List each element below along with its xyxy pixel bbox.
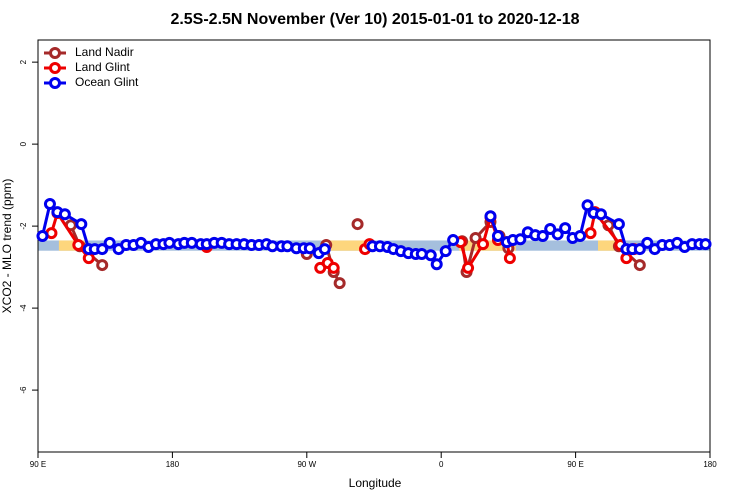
x-axis-label: Longitude: [349, 476, 402, 490]
data-point: [594, 208, 607, 221]
data-point: [318, 243, 331, 256]
data-point: [581, 199, 594, 212]
x-tick-label: 180: [166, 460, 180, 469]
data-point: [469, 232, 482, 245]
data-point: [327, 261, 340, 274]
data-point: [303, 242, 316, 255]
data-point: [36, 229, 49, 242]
x-tick-label: 90 W: [297, 460, 316, 469]
data-point: [491, 229, 504, 242]
band-segment: [321, 240, 370, 251]
legend-label: Ocean Glint: [75, 75, 139, 89]
data-point: [559, 222, 572, 235]
legend-marker: [49, 77, 61, 89]
data-point: [699, 238, 712, 251]
legend-marker: [49, 47, 61, 59]
legend-marker: [49, 62, 61, 74]
x-tick-label: 90 E: [567, 460, 583, 469]
data-point: [514, 233, 527, 246]
data-point: [333, 277, 346, 290]
data-point: [96, 243, 109, 256]
data-point: [633, 259, 646, 272]
legend-label: Land Nadir: [75, 45, 134, 59]
data-point: [103, 236, 116, 249]
data-point: [424, 249, 437, 262]
data-point: [544, 222, 557, 235]
y-axis-label: XCO2 - MLO trend (ppm): [0, 179, 14, 314]
y-tick-label: -4: [19, 304, 28, 312]
x-tick-label: 0: [439, 460, 444, 469]
data-point: [462, 261, 475, 274]
band-segment: [598, 240, 621, 251]
y-tick-label: 0: [19, 141, 28, 146]
data-point: [58, 208, 71, 221]
y-tick-label: 2: [19, 59, 28, 64]
data-point: [72, 238, 85, 251]
data-point: [503, 252, 516, 265]
data-point: [536, 229, 549, 242]
data-point: [430, 258, 443, 271]
band-segment: [58, 240, 86, 251]
x-tick-label: 90 E: [30, 460, 46, 469]
data-point: [551, 228, 564, 241]
data-point: [633, 243, 646, 256]
legend-label: Land Glint: [75, 60, 130, 74]
y-tick-label: -6: [19, 386, 28, 394]
data-point: [75, 218, 88, 231]
data-point: [484, 210, 497, 223]
data-point: [96, 259, 109, 272]
data-point: [641, 236, 654, 249]
data-point: [574, 229, 587, 242]
y-tick-label: -2: [19, 222, 28, 230]
data-point: [43, 197, 56, 210]
data-point: [439, 245, 452, 258]
data-point: [612, 218, 625, 231]
data-point: [351, 218, 364, 231]
data-point: [477, 238, 490, 251]
x-tick-label: 180: [703, 460, 717, 469]
data-point: [447, 234, 460, 247]
chart-title: 2.5S-2.5N November (Ver 10) 2015-01-01 t…: [170, 11, 579, 28]
data-point: [584, 227, 597, 240]
